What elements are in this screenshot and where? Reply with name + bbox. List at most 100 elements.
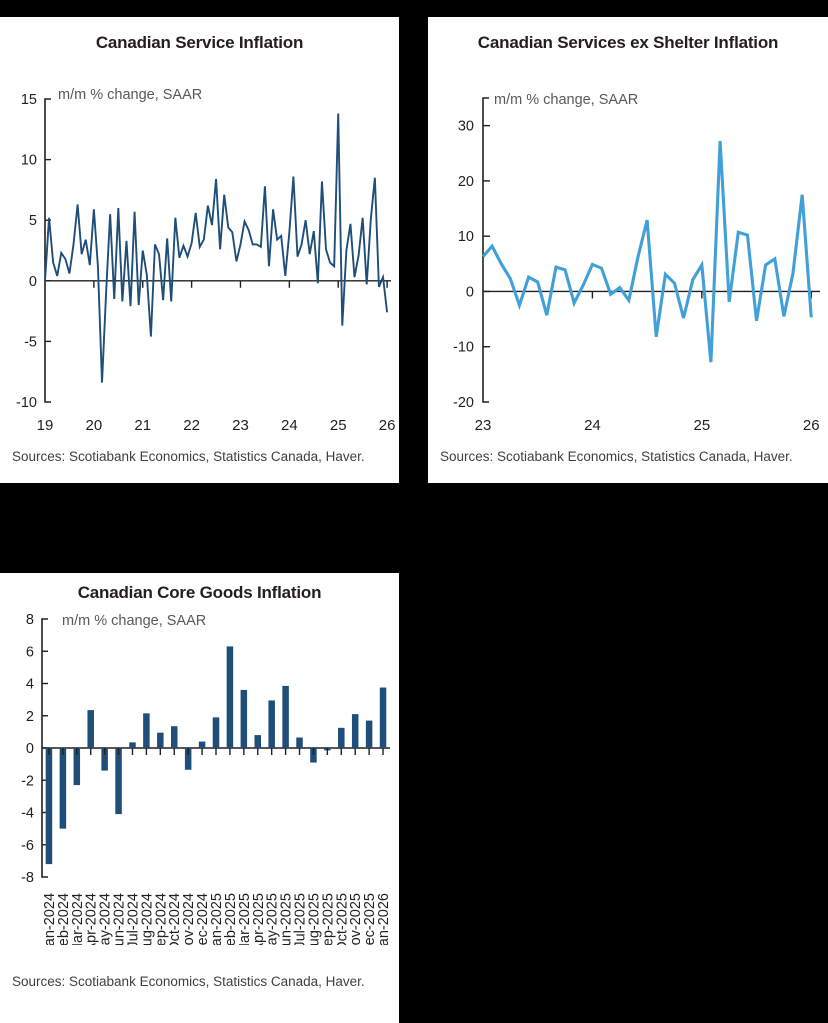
- bar: [310, 748, 317, 763]
- bar: [101, 748, 108, 771]
- bar: [282, 685, 289, 748]
- x-axis-label: Apr-2025: [251, 893, 267, 945]
- bar: [338, 727, 345, 748]
- x-axis-label: Jun-2025: [279, 893, 295, 945]
- x-axis-label: May-2024: [98, 893, 114, 945]
- y-axis-label: -6: [21, 838, 34, 854]
- bar: [254, 735, 262, 748]
- y-axis-label: -8: [21, 870, 34, 886]
- chart-svg-services-ex-shelter: -20 -10 0 10 20 30 23 24 25 26: [453, 97, 820, 434]
- y-axis-label: 4: [26, 677, 34, 693]
- plot-area-service-inflation: -10 -5 0 5 10 15 19 20 21 22 23 24 25 26: [0, 77, 399, 437]
- bar: [45, 748, 53, 865]
- chart-sources-core-goods: Sources: Scotiabank Economics, Statistic…: [12, 974, 365, 989]
- plot-area-core-goods: -8 -6 -4 -2 0 2 4 6 8 Jan-2024 Feb-2024 Mar-2024 Apr…: [0, 605, 399, 945]
- x-axis-label: Jul-2025: [293, 893, 309, 945]
- x-axis-label: 23: [232, 417, 249, 434]
- x-axis-label: 24: [584, 417, 601, 434]
- chart-panel-canadian-service-inflation: Canadian Service Inflation m/m % change,…: [0, 17, 399, 483]
- x-axis-label: Jan-2026: [376, 893, 392, 945]
- chart-panel-services-ex-shelter: Canadian Services ex Shelter Inflation m…: [428, 17, 828, 483]
- y-axis-label: 8: [26, 612, 34, 628]
- x-axis-label: 21: [134, 417, 151, 434]
- y-axis-label: -20: [453, 395, 474, 411]
- y-axis-label: -5: [24, 334, 37, 350]
- x-axis-label: Dec-2025: [362, 893, 378, 945]
- y-axis-label: 10: [458, 229, 474, 245]
- x-axis-label: Sep-2025: [320, 893, 336, 945]
- chart-panel-core-goods-inflation: Canadian Core Goods Inflation m/m % chan…: [0, 573, 399, 1023]
- plot-area-services-ex-shelter: -20 -10 0 10 20 30 23 24 25 26: [428, 82, 828, 442]
- bar: [73, 748, 81, 786]
- x-axis-label: Aug-2025: [306, 893, 322, 945]
- x-axis-label: Apr-2024: [84, 893, 100, 945]
- y-axis-label: 0: [29, 274, 37, 290]
- x-axis-label: Aug-2024: [139, 893, 155, 945]
- x-axis-label: Sep-2024: [153, 893, 169, 945]
- chart-subtitle-core-goods: m/m % change, SAAR: [62, 613, 207, 629]
- y-axis-label: 30: [458, 119, 474, 135]
- x-axis-label: Jun-2024: [112, 893, 128, 945]
- bar: [351, 714, 359, 748]
- x-axis-label: 23: [475, 417, 492, 434]
- bar: [129, 742, 136, 748]
- x-axis-label: 26: [379, 417, 396, 434]
- bar: [240, 689, 248, 748]
- x-axis-label: Mar-2025: [237, 893, 253, 945]
- chart-sources-services-ex-shelter: Sources: Scotiabank Economics, Statistic…: [440, 449, 793, 464]
- chart-svg-core-goods: -8-6-4-202468Jan-2024Feb-2024Mar-2024Apr…: [21, 612, 392, 945]
- x-axis-label: Dec-2024: [195, 893, 211, 945]
- x-axis-label: 19: [37, 417, 54, 434]
- y-axis-label: 6: [26, 644, 34, 660]
- chart-title-services-ex-shelter: Canadian Services ex Shelter Inflation: [477, 33, 779, 52]
- x-axis-label: Nov-2025: [348, 893, 364, 945]
- x-axis-label: Nov-2024: [181, 893, 197, 945]
- bar: [170, 726, 178, 748]
- x-axis-label: Feb-2024: [56, 893, 72, 945]
- chart-title-core-goods: Canadian Core Goods Inflation: [77, 583, 322, 602]
- bar: [212, 717, 220, 748]
- y-axis-label: -4: [21, 806, 34, 822]
- y-axis-line: [482, 97, 489, 403]
- y-axis-label: 20: [458, 174, 474, 190]
- bar: [226, 646, 234, 748]
- y-axis-label: -10: [453, 340, 474, 356]
- bar: [379, 687, 387, 748]
- chart-sources-service-inflation: Sources: Scotiabank Economics, Statistic…: [12, 449, 365, 464]
- y-axis-line: [44, 98, 51, 403]
- x-axis-label: 24: [281, 417, 298, 434]
- y-axis-label: -2: [21, 773, 34, 789]
- y-axis-label: 0: [466, 284, 474, 300]
- x-axis-label: 26: [803, 417, 820, 434]
- x-axis-label: Mar-2024: [70, 893, 86, 945]
- x-axis-label: 25: [330, 417, 347, 434]
- x-axis-label: Feb-2025: [223, 893, 239, 945]
- chart-subtitle-service-inflation: m/m % change, SAAR: [58, 87, 203, 103]
- x-axis-label: Jan-2024: [42, 893, 58, 945]
- x-axis-label: 22: [183, 417, 200, 434]
- y-axis-label: 0: [26, 741, 34, 757]
- data-series-line: [481, 141, 813, 363]
- y-axis-label: 15: [21, 92, 37, 108]
- x-axis-label: Oct-2025: [334, 893, 350, 945]
- y-axis-label: 10: [21, 153, 37, 169]
- y-axis-label: 2: [26, 709, 34, 725]
- bar: [87, 710, 94, 748]
- x-axis-label: 20: [86, 417, 103, 434]
- chart-title-service-inflation: Canadian Service Inflation: [95, 33, 304, 52]
- x-axis-label: Oct-2024: [167, 893, 183, 945]
- y-axis-label: -10: [16, 395, 37, 411]
- chart-svg-service-inflation: -10 -5 0 5 10 15 19 20 21 22 23 24 25 26: [16, 92, 396, 434]
- bar: [115, 748, 122, 815]
- bar: [268, 700, 275, 748]
- y-axis-label: 5: [29, 213, 37, 229]
- bar: [157, 732, 164, 748]
- bar: [184, 748, 192, 770]
- chart-subtitle-services-ex-shelter: m/m % change, SAAR: [494, 92, 639, 108]
- bar: [198, 741, 206, 748]
- bar: [365, 720, 373, 748]
- bar: [59, 748, 67, 829]
- x-axis-label: Jul-2024: [125, 893, 141, 945]
- data-series-line: [44, 113, 389, 383]
